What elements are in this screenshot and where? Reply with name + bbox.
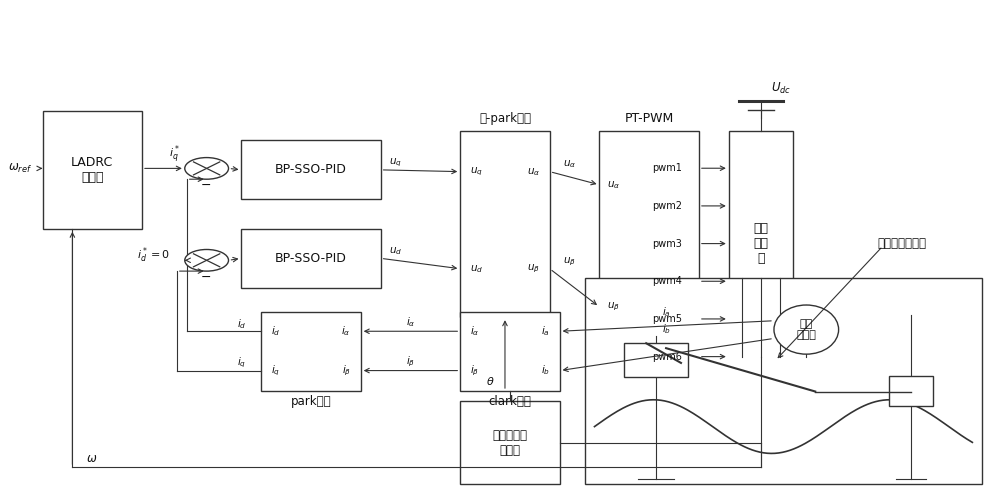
Text: −: − — [200, 270, 211, 283]
Circle shape — [185, 158, 229, 179]
Text: pwm1: pwm1 — [652, 163, 682, 173]
Bar — [729, 131, 793, 357]
Text: LADRC
控制器: LADRC 控制器 — [71, 156, 113, 184]
Text: ω: ω — [87, 452, 97, 465]
Text: $i_α$: $i_α$ — [341, 325, 351, 338]
Text: $i_a$: $i_a$ — [541, 325, 550, 338]
Bar — [460, 401, 560, 485]
Text: 电流
传感器: 电流 传感器 — [796, 319, 816, 340]
Bar — [889, 376, 933, 406]
Text: $i_β$: $i_β$ — [342, 363, 351, 378]
Text: pwm3: pwm3 — [652, 239, 682, 248]
Text: $i_d$: $i_d$ — [271, 325, 281, 338]
Text: park变换: park变换 — [291, 395, 331, 409]
Bar — [460, 131, 550, 317]
Bar — [624, 342, 688, 377]
Text: BP-SSO-PID: BP-SSO-PID — [275, 252, 347, 265]
Text: 反-park变换: 反-park变换 — [479, 112, 531, 125]
Text: $i_q^*$: $i_q^*$ — [169, 144, 180, 166]
Bar — [241, 140, 381, 199]
Bar — [460, 313, 560, 391]
Text: clark变换: clark变换 — [489, 395, 531, 409]
Text: $i_a$: $i_a$ — [662, 305, 671, 319]
Text: $i_d$: $i_d$ — [237, 317, 246, 331]
Text: pwm6: pwm6 — [652, 351, 682, 362]
Bar — [43, 111, 142, 229]
Bar — [599, 131, 699, 357]
Text: $u_α$: $u_α$ — [607, 179, 621, 191]
Text: $u_α$: $u_α$ — [527, 166, 540, 177]
Text: $i_q$: $i_q$ — [237, 356, 246, 370]
Bar — [585, 278, 982, 485]
Text: BP-SSO-PID: BP-SSO-PID — [275, 164, 347, 176]
Text: $u_q$: $u_q$ — [470, 166, 483, 178]
Text: $u_d$: $u_d$ — [470, 263, 483, 275]
Bar — [241, 229, 381, 288]
Text: $i_β$: $i_β$ — [470, 363, 479, 378]
Text: −: − — [200, 178, 211, 192]
Text: $u_β$: $u_β$ — [607, 301, 620, 313]
Text: $ω_{ref}$: $ω_{ref}$ — [8, 162, 32, 175]
Text: pwm2: pwm2 — [652, 201, 682, 211]
Text: $u_q$: $u_q$ — [389, 156, 402, 168]
Text: pwm4: pwm4 — [652, 276, 682, 286]
Text: 转速与位置
传感器: 转速与位置 传感器 — [492, 428, 527, 457]
Text: $i_α$: $i_α$ — [470, 325, 480, 338]
Text: pwm5: pwm5 — [652, 314, 682, 324]
Text: $i_α$: $i_α$ — [406, 316, 415, 330]
Bar — [261, 313, 361, 391]
Text: $u_d$: $u_d$ — [389, 245, 402, 257]
Text: PT-PWM: PT-PWM — [625, 112, 674, 125]
Text: $u_β$: $u_β$ — [527, 262, 540, 275]
Text: 三相
逆变
器: 三相 逆变 器 — [754, 222, 769, 265]
Text: $u_α$: $u_α$ — [563, 159, 576, 170]
Text: $U_{dc}$: $U_{dc}$ — [771, 81, 791, 96]
Text: 波浪直线作动器: 波浪直线作动器 — [878, 237, 927, 250]
Text: $i_b$: $i_b$ — [662, 323, 671, 336]
Text: $u_β$: $u_β$ — [563, 255, 576, 267]
Text: $i_d^*=0$: $i_d^*=0$ — [137, 246, 170, 265]
Ellipse shape — [774, 305, 839, 354]
Text: $i_q$: $i_q$ — [271, 363, 280, 378]
Text: θ: θ — [487, 377, 493, 387]
Text: $i_β$: $i_β$ — [406, 354, 415, 369]
Text: $i_b$: $i_b$ — [541, 364, 550, 378]
Circle shape — [185, 249, 229, 271]
